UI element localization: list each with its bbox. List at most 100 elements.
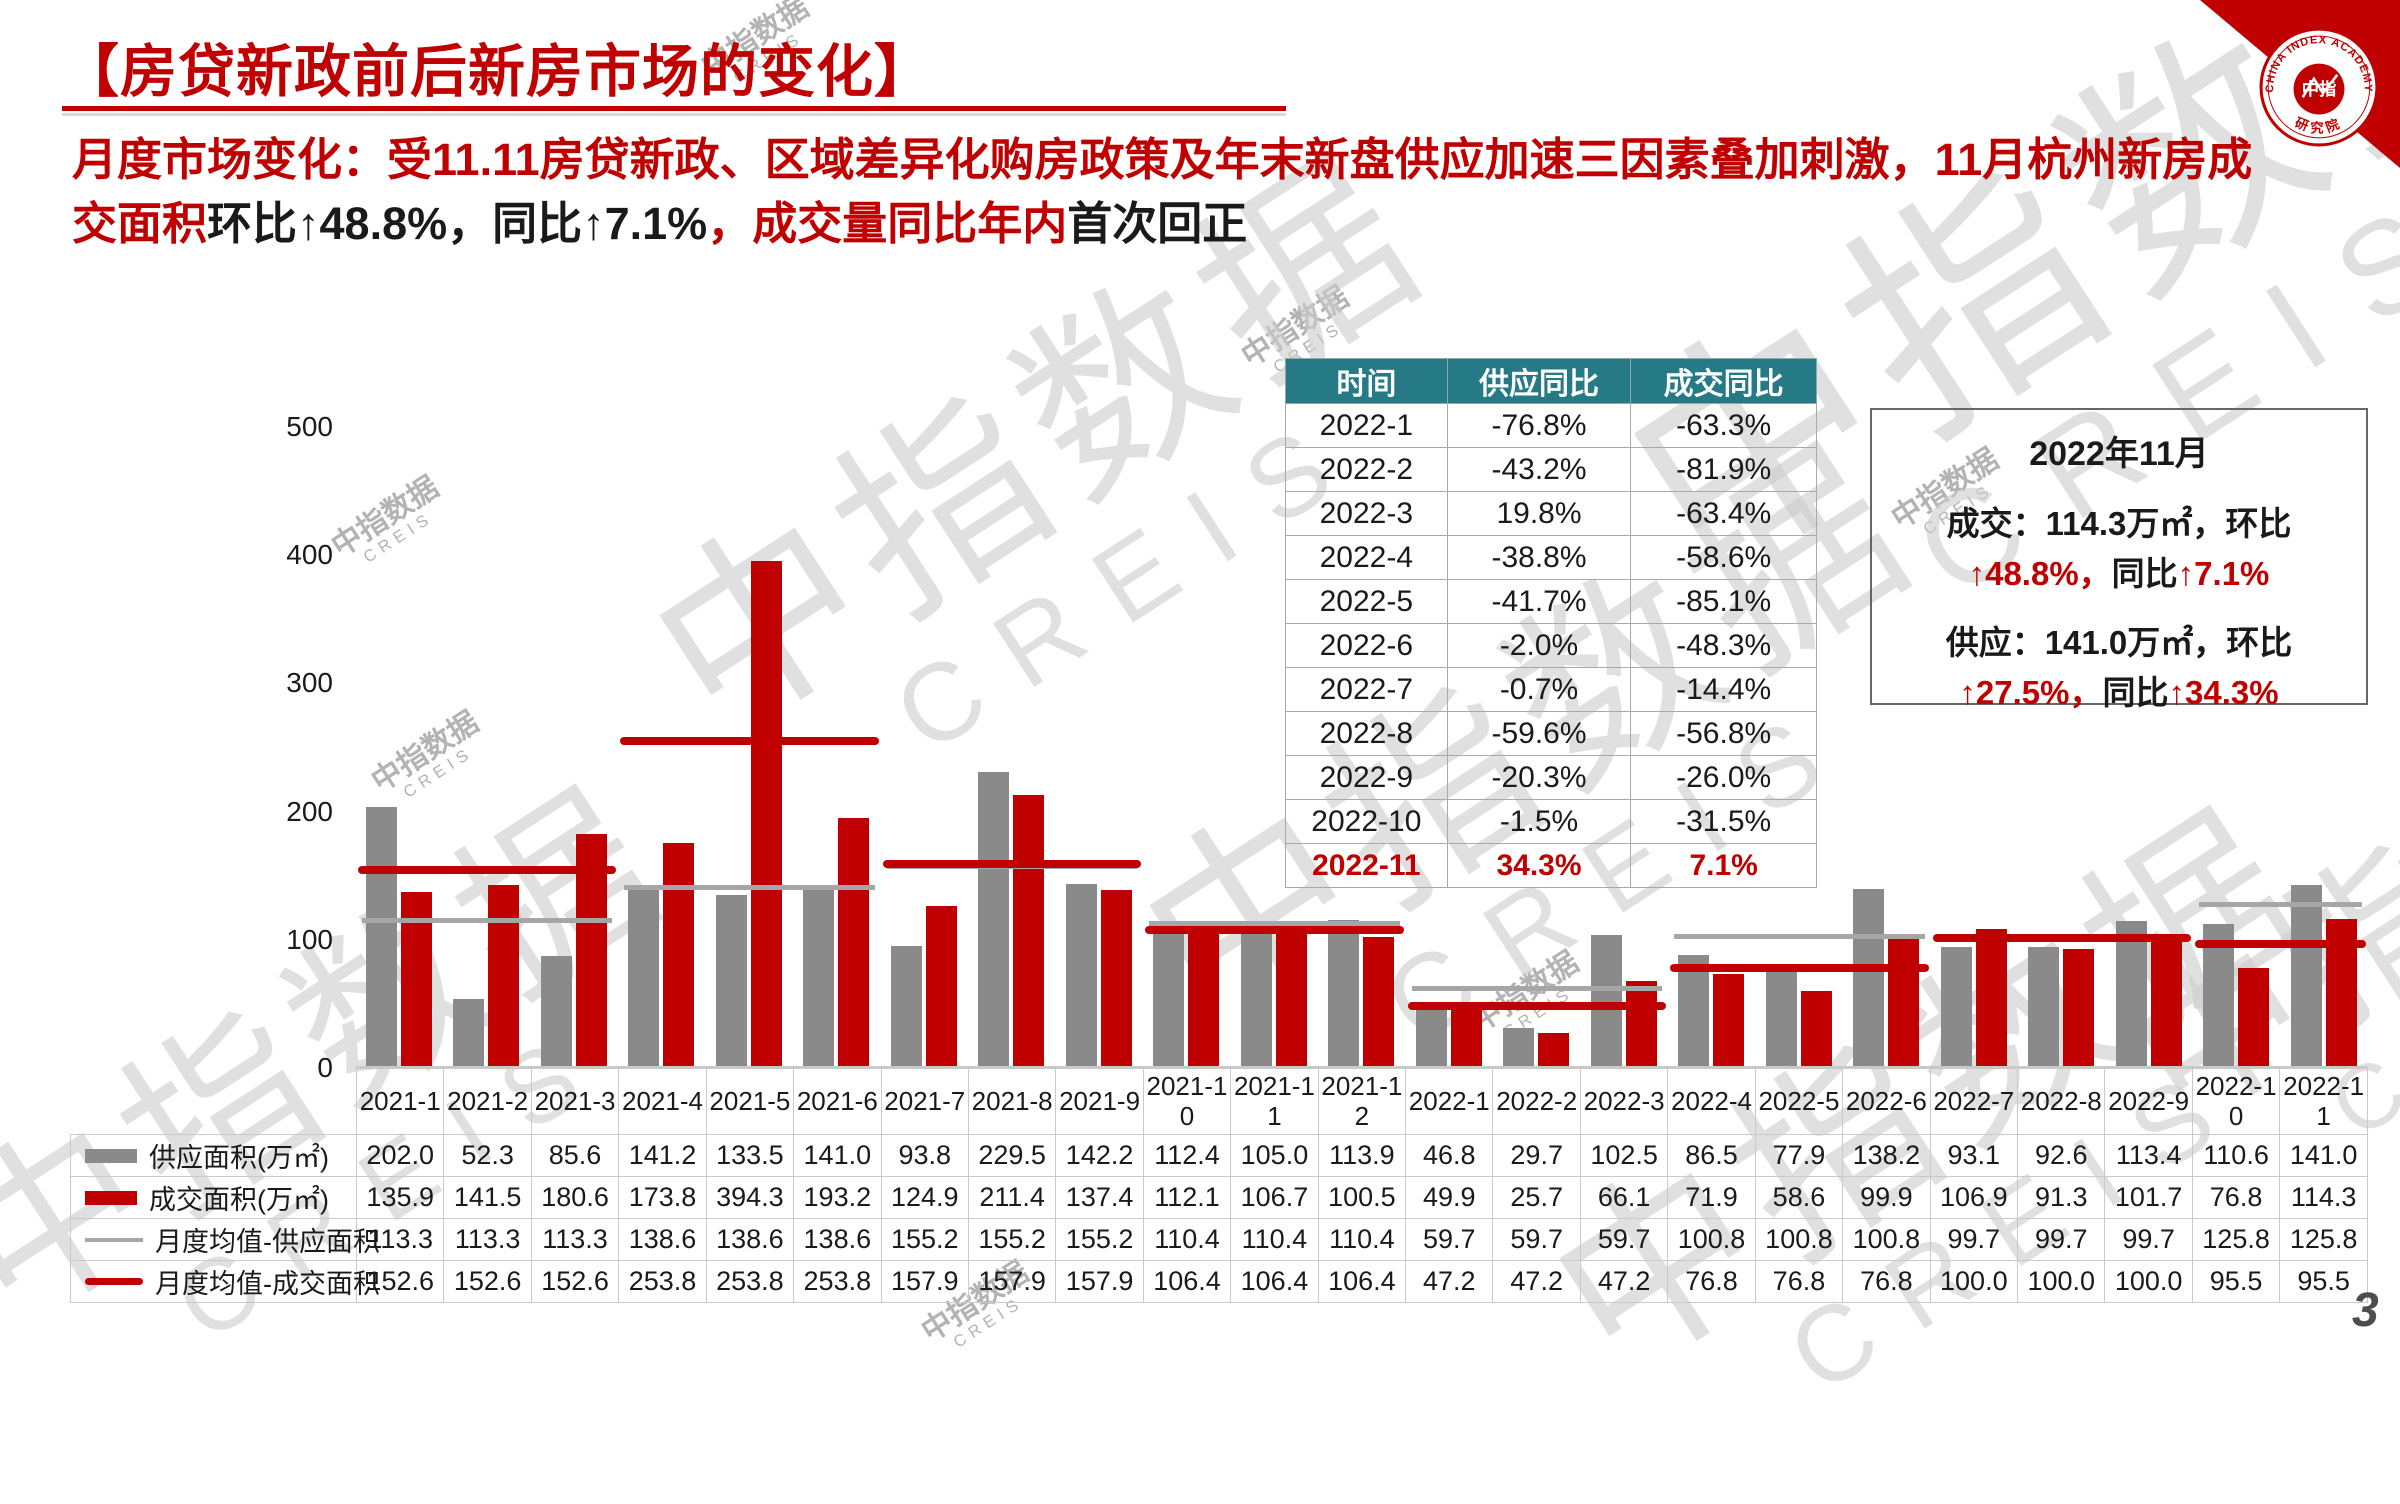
table-value-cell: 253.8	[705, 1260, 795, 1303]
table-value-cell: 52.3	[443, 1134, 532, 1177]
bar-supply	[715, 894, 747, 1066]
x-axis-label: 2022-8	[2017, 1068, 2106, 1135]
x-axis-label: 2021-5	[705, 1068, 795, 1135]
yoy-cell: -14.4%	[1630, 667, 1817, 712]
yoy-cell: -26.0%	[1630, 755, 1817, 800]
bar-supply	[1415, 1006, 1447, 1066]
x-axis-label: 2021-1	[355, 1068, 445, 1135]
mean-line-sales	[1407, 1001, 1667, 1010]
table-value-cell: 113.3	[443, 1218, 532, 1261]
yoy-table-row: 2022-8 -59.6% -56.8%	[1285, 711, 1817, 756]
table-value-cell: 141.0	[793, 1134, 882, 1177]
subtitle-segment: 月度市场变化：受11.11房贷新政、区域差异化购房政策及年末新盘供应加速三因素叠…	[72, 134, 2253, 249]
mean-line-sales	[1932, 933, 2192, 942]
table-value-cell: 152.6	[530, 1260, 620, 1303]
yoy-table-row: 2022-1 -76.8% -63.3%	[1285, 403, 1817, 448]
mean-line-supply	[1674, 933, 1925, 939]
table-value-cell: 100.0	[2104, 1260, 2193, 1303]
mean-line-sales	[2195, 939, 2366, 948]
table-value-cell: 59.7	[1579, 1218, 1669, 1261]
y-axis-tick-label: 300	[286, 667, 333, 699]
yoy-cell: -63.3%	[1630, 403, 1817, 448]
summary-stat-line: 供应：141.0万㎡，环比↑27.5%，同比↑34.3%	[1945, 624, 2293, 711]
mean-line-sales	[882, 859, 1142, 868]
table-value-cell: 180.6	[530, 1176, 620, 1219]
legend-line-swatch	[85, 1237, 143, 1242]
yoy-cell: 2022-2	[1285, 447, 1448, 492]
bar-sales	[1188, 922, 1220, 1066]
x-axis-label: 2021-10	[1142, 1068, 1232, 1135]
table-value-cell: 99.9	[1842, 1176, 1931, 1219]
table-value-cell: 99.7	[2104, 1218, 2193, 1261]
yoy-cell: -76.8%	[1446, 403, 1632, 448]
yoy-cell: -56.8%	[1630, 711, 1817, 756]
table-value-cell: 59.7	[1492, 1218, 1581, 1261]
table-value-cell: 76.8	[1754, 1260, 1844, 1303]
x-axis-label: 2021-11	[1230, 1068, 1319, 1135]
table-value-cell: 95.5	[2279, 1260, 2368, 1303]
yoy-cell: 2022-4	[1285, 535, 1448, 580]
table-value-cell: 155.2	[880, 1218, 969, 1261]
table-value-cell: 113.4	[2104, 1134, 2193, 1177]
legend-label: 月度均值-供应面积	[155, 1227, 380, 1257]
table-value-cell: 193.2	[793, 1176, 882, 1219]
yoy-cell: 2022-6	[1285, 623, 1448, 668]
yoy-table-row: 2022-11 34.3% 7.1%	[1285, 843, 1817, 888]
x-axis-label: 2022-9	[2104, 1068, 2193, 1135]
bar-sales	[2063, 948, 2095, 1066]
x-axis-label: 2021-6	[793, 1068, 882, 1135]
table-value-cell: 77.9	[1754, 1134, 1844, 1177]
x-axis-label: 2021-7	[880, 1068, 969, 1135]
bar-supply	[2115, 920, 2147, 1066]
yoy-cell: 2022-3	[1285, 491, 1448, 536]
bar-sales	[2150, 935, 2182, 1066]
yoy-cell: 34.3%	[1446, 843, 1632, 888]
table-value-cell: 114.3	[2279, 1176, 2368, 1219]
table-value-cell: 93.8	[880, 1134, 969, 1177]
x-axis-label: 2021-4	[618, 1068, 707, 1135]
table-value-cell: 138.6	[705, 1218, 795, 1261]
bar-supply	[1940, 946, 1972, 1066]
table-value-cell: 125.8	[2279, 1218, 2368, 1261]
yoy-cell: 2022-8	[1285, 711, 1448, 756]
table-value-cell: 106.4	[1317, 1260, 1407, 1303]
table-value-cell: 124.9	[880, 1176, 969, 1219]
yoy-cell: 7.1%	[1630, 843, 1817, 888]
bar-supply	[1065, 883, 1097, 1066]
table-value-cell: 112.1	[1142, 1176, 1232, 1219]
y-axis-tick-label: 200	[286, 795, 333, 827]
legend-label: 成交面积(万㎡)	[149, 1185, 329, 1215]
table-value-cell: 99.7	[1929, 1218, 2019, 1261]
bar-supply	[978, 771, 1010, 1066]
x-axis-label: 2022-6	[1842, 1068, 1931, 1135]
table-value-cell: 155.2	[967, 1218, 1057, 1261]
bar-sales	[1538, 1033, 1570, 1066]
table-value-cell: 86.5	[1667, 1134, 1756, 1177]
table-value-cell: 141.5	[443, 1176, 532, 1219]
table-value-cell: 100.8	[1842, 1218, 1931, 1261]
yoy-cell: -1.5%	[1446, 799, 1632, 844]
page-number: 3	[2352, 1284, 2379, 1337]
x-axis-label: 2022-1	[1405, 1068, 1494, 1135]
yoy-cell: -63.4%	[1630, 491, 1817, 536]
x-axis-label: 2022-4	[1667, 1068, 1756, 1135]
bar-sales	[663, 843, 695, 1066]
mean-line-supply	[1149, 921, 1400, 927]
summary-stat-line: 成交：114.3万㎡，环比↑48.8%，同比↑7.1%	[1946, 505, 2292, 592]
table-value-cell: 133.5	[705, 1134, 795, 1177]
yoy-table-row: 2022-10 -1.5% -31.5%	[1285, 799, 1817, 844]
table-value-cell: 100.8	[1667, 1218, 1756, 1261]
bar-supply	[1328, 919, 1360, 1066]
mean-line-supply	[1411, 986, 1663, 992]
table-value-cell: 95.5	[2191, 1260, 2281, 1303]
yoy-cell: -43.2%	[1446, 447, 1632, 492]
x-axis-label: 2022-7	[1929, 1068, 2019, 1135]
yoy-cell: -58.6%	[1630, 535, 1817, 580]
table-value-cell: 106.9	[1929, 1176, 2019, 1219]
table-value-cell: 102.5	[1579, 1134, 1669, 1177]
mean-line-sales	[1145, 925, 1404, 934]
svg-text:研究院: 研究院	[2293, 114, 2345, 136]
bar-supply	[890, 945, 922, 1066]
yoy-cell: 2022-1	[1285, 403, 1448, 448]
table-corner-cell	[71, 1069, 357, 1135]
